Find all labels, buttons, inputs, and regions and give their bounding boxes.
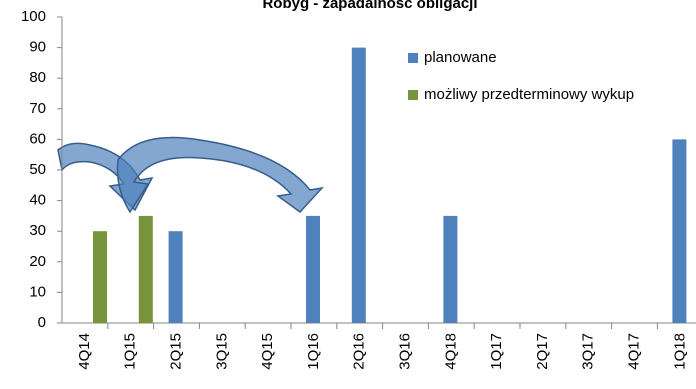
bar	[306, 216, 320, 323]
x-tick-label: 2Q17	[534, 333, 551, 370]
x-tick-label: 1Q15	[122, 333, 139, 370]
x-tick-label: 3Q17	[580, 333, 597, 370]
arrows	[58, 138, 322, 213]
x-tick-label: 4Q15	[259, 333, 276, 370]
arrow	[118, 138, 323, 213]
y-tick-label: 60	[29, 130, 46, 147]
y-tick-label: 100	[21, 8, 46, 25]
bar	[93, 231, 107, 323]
legend-swatch	[408, 53, 418, 63]
x-tick-label: 3Q16	[396, 333, 413, 370]
y-tick-label: 10	[29, 283, 46, 300]
bar	[672, 139, 686, 323]
chart: Robyg - zapadalność obligacji 0 10 20 30 40 5…	[0, 0, 696, 389]
bar	[139, 216, 153, 323]
chart-title: Robyg - zapadalność obligacji	[262, 0, 477, 12]
x-tick-label: 1Q18	[671, 333, 688, 370]
legend-label: możliwy przedterminowy wykup	[424, 86, 634, 103]
y-tick-label: 90	[29, 39, 46, 56]
x-tick-label: 4Q17	[625, 333, 642, 370]
y-tick-label: 80	[29, 69, 46, 86]
x-tick-label: 3Q15	[213, 333, 230, 370]
x-tick-label: 4Q18	[442, 333, 459, 370]
y-tick-label: 40	[29, 192, 46, 209]
bar	[443, 216, 457, 323]
y-tick-label: 30	[29, 222, 46, 239]
legend-label: planowane	[424, 49, 497, 66]
x-tick-label: 1Q16	[305, 333, 322, 370]
x-tick-label: 4Q14	[76, 333, 93, 370]
y-tick-label: 20	[29, 253, 46, 270]
y-tick-label: 50	[29, 161, 46, 178]
y-tick-label: 0	[38, 314, 46, 331]
legend-swatch	[408, 90, 418, 100]
bar	[169, 231, 183, 323]
x-tick-label: 2Q15	[167, 333, 184, 370]
y-tick-label: 70	[29, 100, 46, 117]
bar	[352, 48, 366, 323]
x-tick-label: 1Q17	[488, 333, 505, 370]
x-tick-label: 2Q16	[351, 333, 368, 370]
